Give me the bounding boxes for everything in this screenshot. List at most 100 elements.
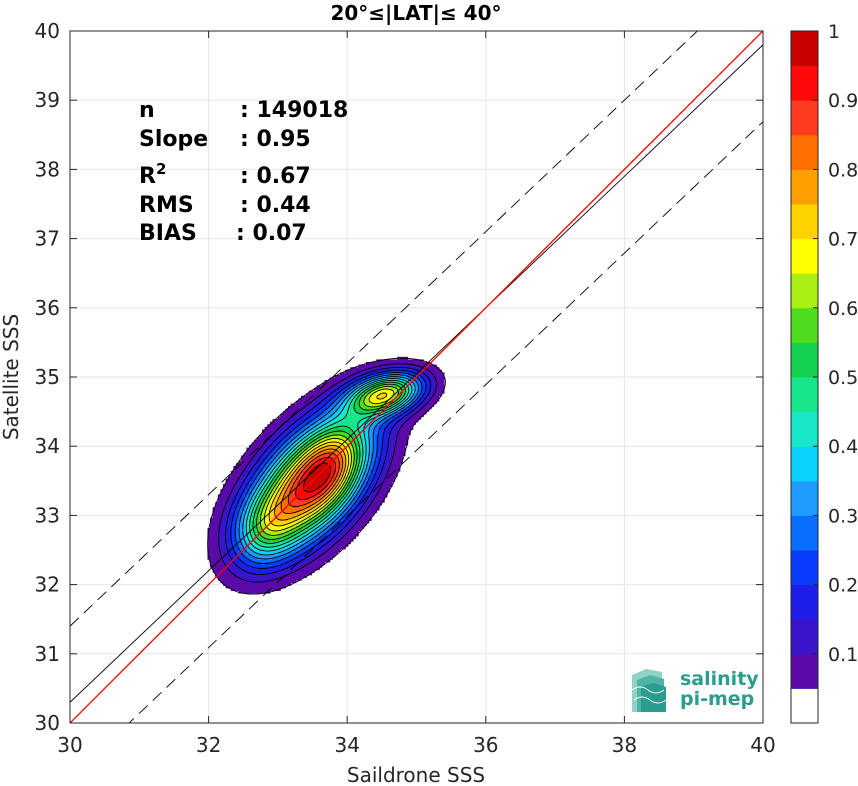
density-cell [386,437,390,441]
density-cell [347,478,351,482]
density-cell [319,559,323,563]
density-cell [339,486,344,490]
colorbar-band [791,446,818,482]
density-cell [262,432,266,436]
density-cell [298,546,302,550]
density-cell [308,403,312,407]
density-cell [358,525,362,529]
density-cell [212,559,216,563]
density-cell [298,486,302,490]
density-cell [404,395,409,399]
density-cell [378,463,383,467]
density-cell [355,398,359,402]
density-cell [275,561,279,566]
density-cell [238,579,242,584]
density-cell [272,483,276,488]
density-cell [230,486,235,490]
density-cell [316,398,320,402]
density-cell [337,387,341,392]
density-cell [303,424,307,428]
density-cell [410,421,414,425]
density-cell [329,530,333,534]
density-cell [236,470,240,475]
density-cell [352,499,357,503]
density-cell [324,460,328,464]
density-cell [295,522,299,527]
density-cell [243,559,248,563]
density-cell [358,364,362,368]
density-cell [298,442,302,446]
density-cell [311,561,315,566]
density-cell [324,408,328,412]
density-cell [384,452,388,457]
density-cell [342,421,346,425]
colorbar-band [791,169,818,205]
density-cell [285,546,289,550]
density-cell [293,551,297,555]
density-cell [378,359,383,363]
density-cell [358,369,362,373]
density-cell [280,434,284,438]
density-cell [339,434,344,438]
density-cell [241,489,245,493]
density-cell [402,369,406,373]
density-cell [428,372,432,376]
density-cell [355,470,359,475]
density-cell [298,400,302,405]
density-cell [267,465,271,469]
density-cell [355,496,359,501]
density-cell [303,447,307,451]
density-cell [391,395,396,399]
density-cell [391,369,396,373]
density-cell [326,522,331,527]
density-cell [293,502,297,506]
density-cell [262,572,266,576]
density-cell [223,569,227,573]
density-cell [264,483,268,488]
density-cell [321,543,325,547]
density-cell [423,369,427,373]
density-cell [326,548,331,553]
density-cell [360,434,364,438]
density-cell [298,426,302,431]
density-cell [275,465,279,469]
density-cell [215,515,219,519]
density-cell [358,496,362,501]
density-cell [355,442,359,446]
density-cell [238,460,242,464]
density-cell [350,395,354,399]
density-cell [324,452,328,457]
density-cell [378,434,383,438]
density-cell [381,364,385,368]
density-cell [389,364,393,368]
density-cell [287,543,292,547]
density-cell [267,556,271,560]
density-cell [277,585,281,589]
density-cell [334,507,338,511]
density-cell [254,452,258,457]
density-cell [321,561,325,566]
density-cell [389,403,393,407]
density-cell [243,533,248,537]
density-cell [358,442,362,446]
density-cell [334,473,338,477]
density-cell [287,504,292,508]
density-cell [264,452,268,457]
density-cell [378,465,383,469]
density-cell [337,432,341,436]
density-cell [223,496,227,501]
density-cell [259,574,263,578]
density-cell [311,408,315,412]
density-cell [287,582,292,586]
density-cell [358,489,362,493]
density-cell [243,543,248,547]
density-cell [326,385,331,389]
density-cell [277,468,281,472]
density-cell [282,528,286,532]
x-tick-label: 38 [612,733,637,757]
density-cell [319,564,323,568]
density-cell [290,512,294,516]
density-cell [337,502,341,506]
density-cell [225,554,229,558]
density-cell [277,421,281,425]
